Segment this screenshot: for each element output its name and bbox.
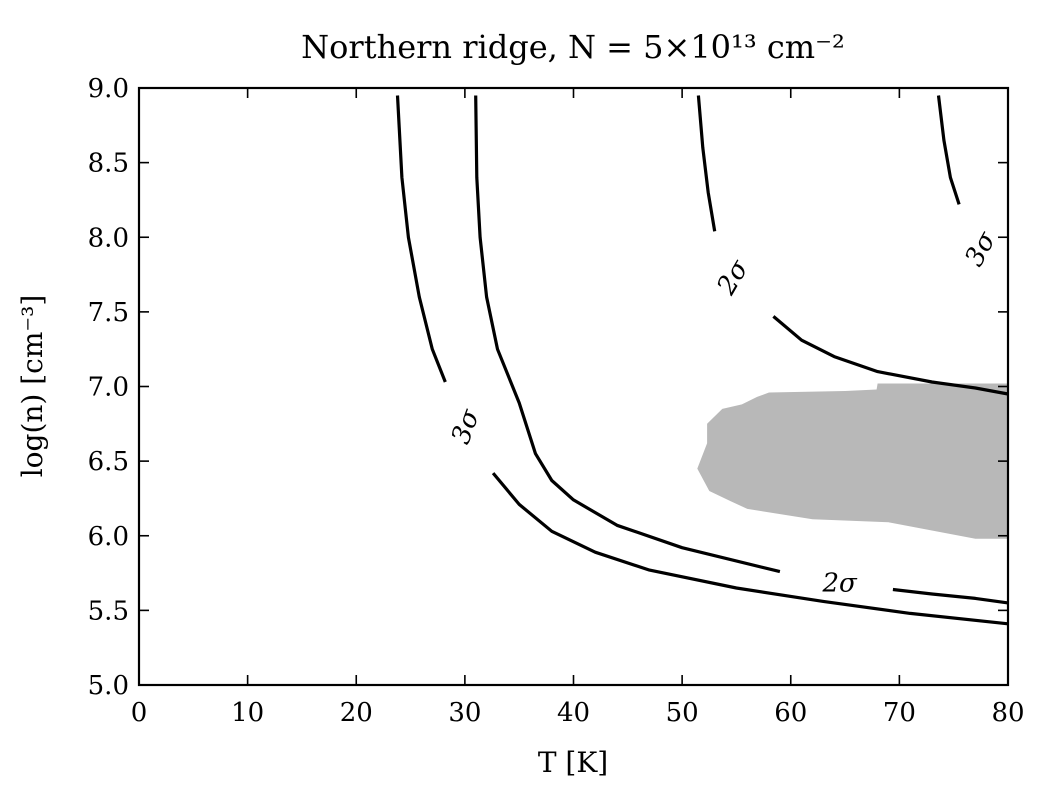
- y-tick-label-2: 6.0: [88, 522, 129, 552]
- y-axis-label: log(n) [cm⁻³]: [16, 295, 49, 478]
- x-tick-label-7: 70: [883, 698, 916, 728]
- y-tick-label-8: 9.0: [88, 74, 129, 104]
- contour-label-3-0: 3σ: [960, 226, 1003, 271]
- y-tick-label-5: 7.5: [88, 298, 129, 328]
- y-tick-label-4: 7.0: [88, 373, 129, 403]
- y-tick-label-0: 5.0: [88, 671, 129, 701]
- contour-line-3-0: [936, 95, 961, 205]
- y-tick-label-6: 8.0: [88, 223, 129, 253]
- contour-line-2-0: [696, 95, 717, 232]
- x-tick-label-2: 20: [340, 698, 373, 728]
- contour-line-0-0: [395, 95, 447, 383]
- contour-line-2-1: [772, 315, 1009, 396]
- x-tick-label-4: 40: [557, 698, 590, 728]
- y-tick-label-3: 6.5: [88, 447, 129, 477]
- x-tick-label-1: 10: [231, 698, 264, 728]
- contour-label-2-0: 2σ: [711, 254, 755, 301]
- y-tick-label-7: 8.5: [88, 149, 129, 179]
- x-tick-label-3: 30: [448, 698, 481, 728]
- best-fit-region: [697, 383, 1008, 539]
- contour-line-1-0: [474, 95, 781, 574]
- x-tick-label-5: 50: [666, 698, 699, 728]
- contour-line-0-1: [491, 472, 1009, 626]
- contour-label-0-0: 3σ: [446, 404, 486, 448]
- x-tick-label-6: 60: [774, 698, 807, 728]
- contour-line-1-1: [892, 587, 1009, 605]
- chart-title: Northern ridge, N = 5×10¹³ cm⁻²: [301, 28, 845, 66]
- x-tick-label-8: 80: [991, 698, 1024, 728]
- y-tick-label-1: 5.5: [88, 596, 129, 626]
- contour-label-1-0: 2σ: [821, 569, 858, 599]
- x-tick-label-0: 0: [131, 698, 148, 728]
- x-axis-label: T [K]: [538, 746, 608, 779]
